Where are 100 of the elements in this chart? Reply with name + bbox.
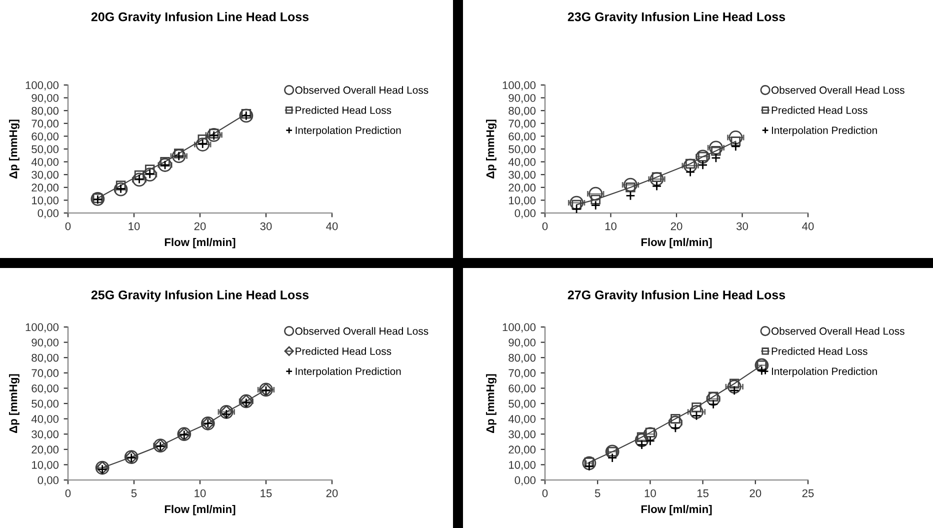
- y-tick-label: 40,00: [508, 158, 536, 168]
- y-tick-label: 0,00: [38, 476, 59, 486]
- x-tick-label: 0: [542, 222, 548, 230]
- x-tick-label: 15: [260, 489, 272, 498]
- y-tick-label: 40,00: [31, 158, 59, 168]
- y-tick-label: 70,00: [32, 369, 59, 378]
- y-tick-label: 50,00: [32, 145, 59, 154]
- y-tick-label: 100,00: [26, 323, 59, 332]
- y-tick-label: 10,00: [509, 196, 536, 206]
- x-tick-label: 20: [194, 222, 206, 230]
- y-tick-label: 50,00: [508, 400, 536, 409]
- point: [690, 404, 704, 419]
- point: [624, 178, 638, 192]
- legend-label: Interpolation Prediction: [296, 367, 401, 378]
- y-tick-label: 0,00: [514, 209, 536, 218]
- y-tick-label: 100,00: [502, 81, 536, 90]
- y-tick-label: 60,00: [32, 132, 59, 142]
- y-tick-label: 80,00: [32, 106, 59, 116]
- chart-title: 20G Gravity Infusion Line Head Loss: [91, 12, 309, 24]
- y-tick-label: 80,00: [508, 354, 536, 364]
- y-tick-label: 70,00: [32, 120, 59, 129]
- point: [172, 149, 186, 163]
- x-tick-label: 5: [131, 489, 137, 498]
- legend-label: Observed Overall Head Loss: [295, 327, 428, 335]
- point: [196, 138, 210, 152]
- y-tick-label: 20,00: [32, 446, 59, 455]
- y-tick-label: 50,00: [508, 145, 536, 154]
- y-tick-label: 50,00: [32, 400, 59, 409]
- x-tick-label: 0: [65, 222, 71, 230]
- x-tick-label: 10: [194, 489, 206, 498]
- point: [728, 130, 743, 144]
- point: [634, 433, 649, 448]
- legend-label: Interpolation Prediction: [772, 126, 877, 136]
- y-tick-label: 60,00: [32, 384, 59, 394]
- y-axis-title: Δp [mmHg]: [9, 120, 20, 178]
- point: [730, 142, 741, 152]
- y-tick-label: 30,00: [508, 430, 536, 440]
- y-tick-label: 30,00: [32, 170, 59, 180]
- y-tick-label: 10,00: [509, 460, 536, 470]
- point: [643, 427, 658, 442]
- legend-label: Observed Overall Head Loss: [295, 86, 428, 94]
- legend-label: Predicted Head Loss: [772, 106, 868, 114]
- y-axis-title: Δp [mmHg]: [486, 120, 496, 178]
- point: [706, 392, 720, 406]
- y-tick-label: 30,00: [508, 170, 536, 180]
- x-tick-label: 40: [802, 222, 814, 230]
- point: [572, 204, 582, 213]
- point: [142, 168, 157, 182]
- legend-label: Observed Overall Head Loss: [772, 327, 904, 335]
- y-tick-label: 40,00: [31, 415, 59, 424]
- x-tick-label: 20: [670, 222, 682, 230]
- point: [652, 181, 662, 191]
- legend-label: Predicted Head Loss: [296, 106, 392, 114]
- y-tick-label: 70,00: [508, 369, 536, 378]
- x-tick-label: 5: [594, 489, 600, 498]
- legend-label: Predicted Head Loss: [772, 347, 868, 355]
- y-tick-label: 90,00: [32, 338, 59, 348]
- point: [711, 153, 721, 163]
- y-tick-label: 90,00: [508, 94, 536, 104]
- point: [132, 172, 146, 187]
- y-axis-title: Δp [mmHg]: [486, 374, 496, 433]
- point: [206, 128, 221, 142]
- x-tick-label: 0: [65, 489, 71, 498]
- x-axis-title: Flow [ml/min]: [641, 238, 712, 248]
- y-tick-label: 80,00: [32, 354, 59, 364]
- legend-label: Interpolation Prediction: [296, 126, 401, 136]
- point: [709, 140, 723, 155]
- point: [670, 423, 680, 433]
- point: [90, 192, 105, 206]
- point: [683, 158, 698, 173]
- x-tick-label: 15: [697, 489, 709, 498]
- x-tick-label: 25: [802, 489, 814, 498]
- point: [590, 200, 600, 210]
- y-tick-label: 10,00: [32, 196, 59, 206]
- point: [626, 190, 636, 201]
- y-tick-label: 60,00: [508, 132, 536, 142]
- y-tick-label: 90,00: [32, 94, 59, 104]
- chart-title: 25G Gravity Infusion Line Head Loss: [91, 290, 309, 302]
- y-tick-label: 40,00: [508, 415, 536, 424]
- x-tick-label: 10: [644, 489, 656, 498]
- point: [570, 196, 584, 210]
- y-tick-label: 30,00: [32, 430, 59, 440]
- y-tick-label: 60,00: [508, 384, 536, 394]
- x-tick-label: 10: [605, 222, 616, 230]
- y-tick-label: 10,00: [32, 460, 59, 470]
- point: [650, 172, 664, 186]
- x-tick-label: 30: [736, 222, 748, 230]
- chart-title: 23G Gravity Infusion Line Head Loss: [568, 12, 786, 24]
- y-tick-label: 0,00: [38, 209, 59, 218]
- x-tick-label: 30: [260, 222, 272, 230]
- point: [590, 194, 600, 204]
- y-axis-title: Δp [mmHg]: [9, 374, 20, 433]
- point: [668, 416, 682, 430]
- point: [685, 167, 696, 177]
- point: [582, 456, 596, 470]
- y-tick-label: 20,00: [32, 184, 59, 193]
- point: [588, 186, 603, 201]
- x-tick-label: 20: [326, 489, 338, 498]
- point: [114, 182, 128, 196]
- y-tick-label: 0,00: [514, 476, 536, 486]
